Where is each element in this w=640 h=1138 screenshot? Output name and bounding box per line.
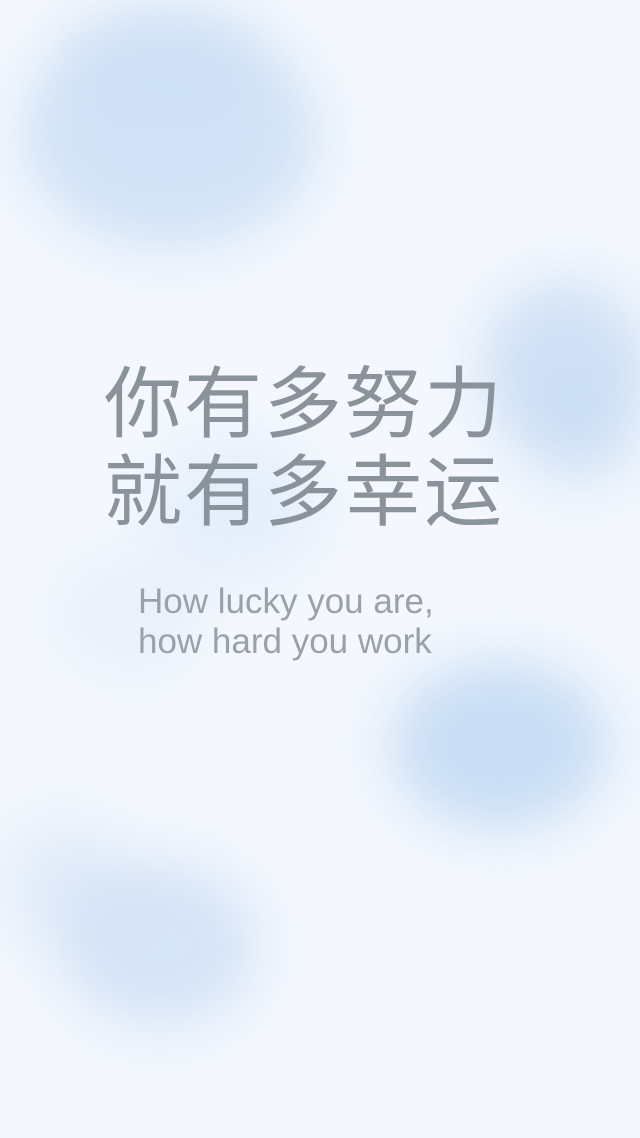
watercolor-cloud [0,820,130,950]
english-quote-line-2: how hard you work [138,622,432,661]
watercolor-cloud [390,660,610,830]
watercolor-cloud [20,20,320,250]
watercolor-cloud [520,380,640,490]
watercolor-cloud [480,280,640,450]
watercolor-cloud [150,440,320,580]
watercolor-cloud [60,860,260,1030]
chinese-quote-line-2: 就有多幸运 [104,448,505,538]
chinese-quote-line-1: 你有多努力 [104,360,505,450]
watercolor-cloud [60,560,200,670]
english-quote-line-1: How lucky you are, [138,582,434,621]
watercolor-cloud [60,0,260,120]
